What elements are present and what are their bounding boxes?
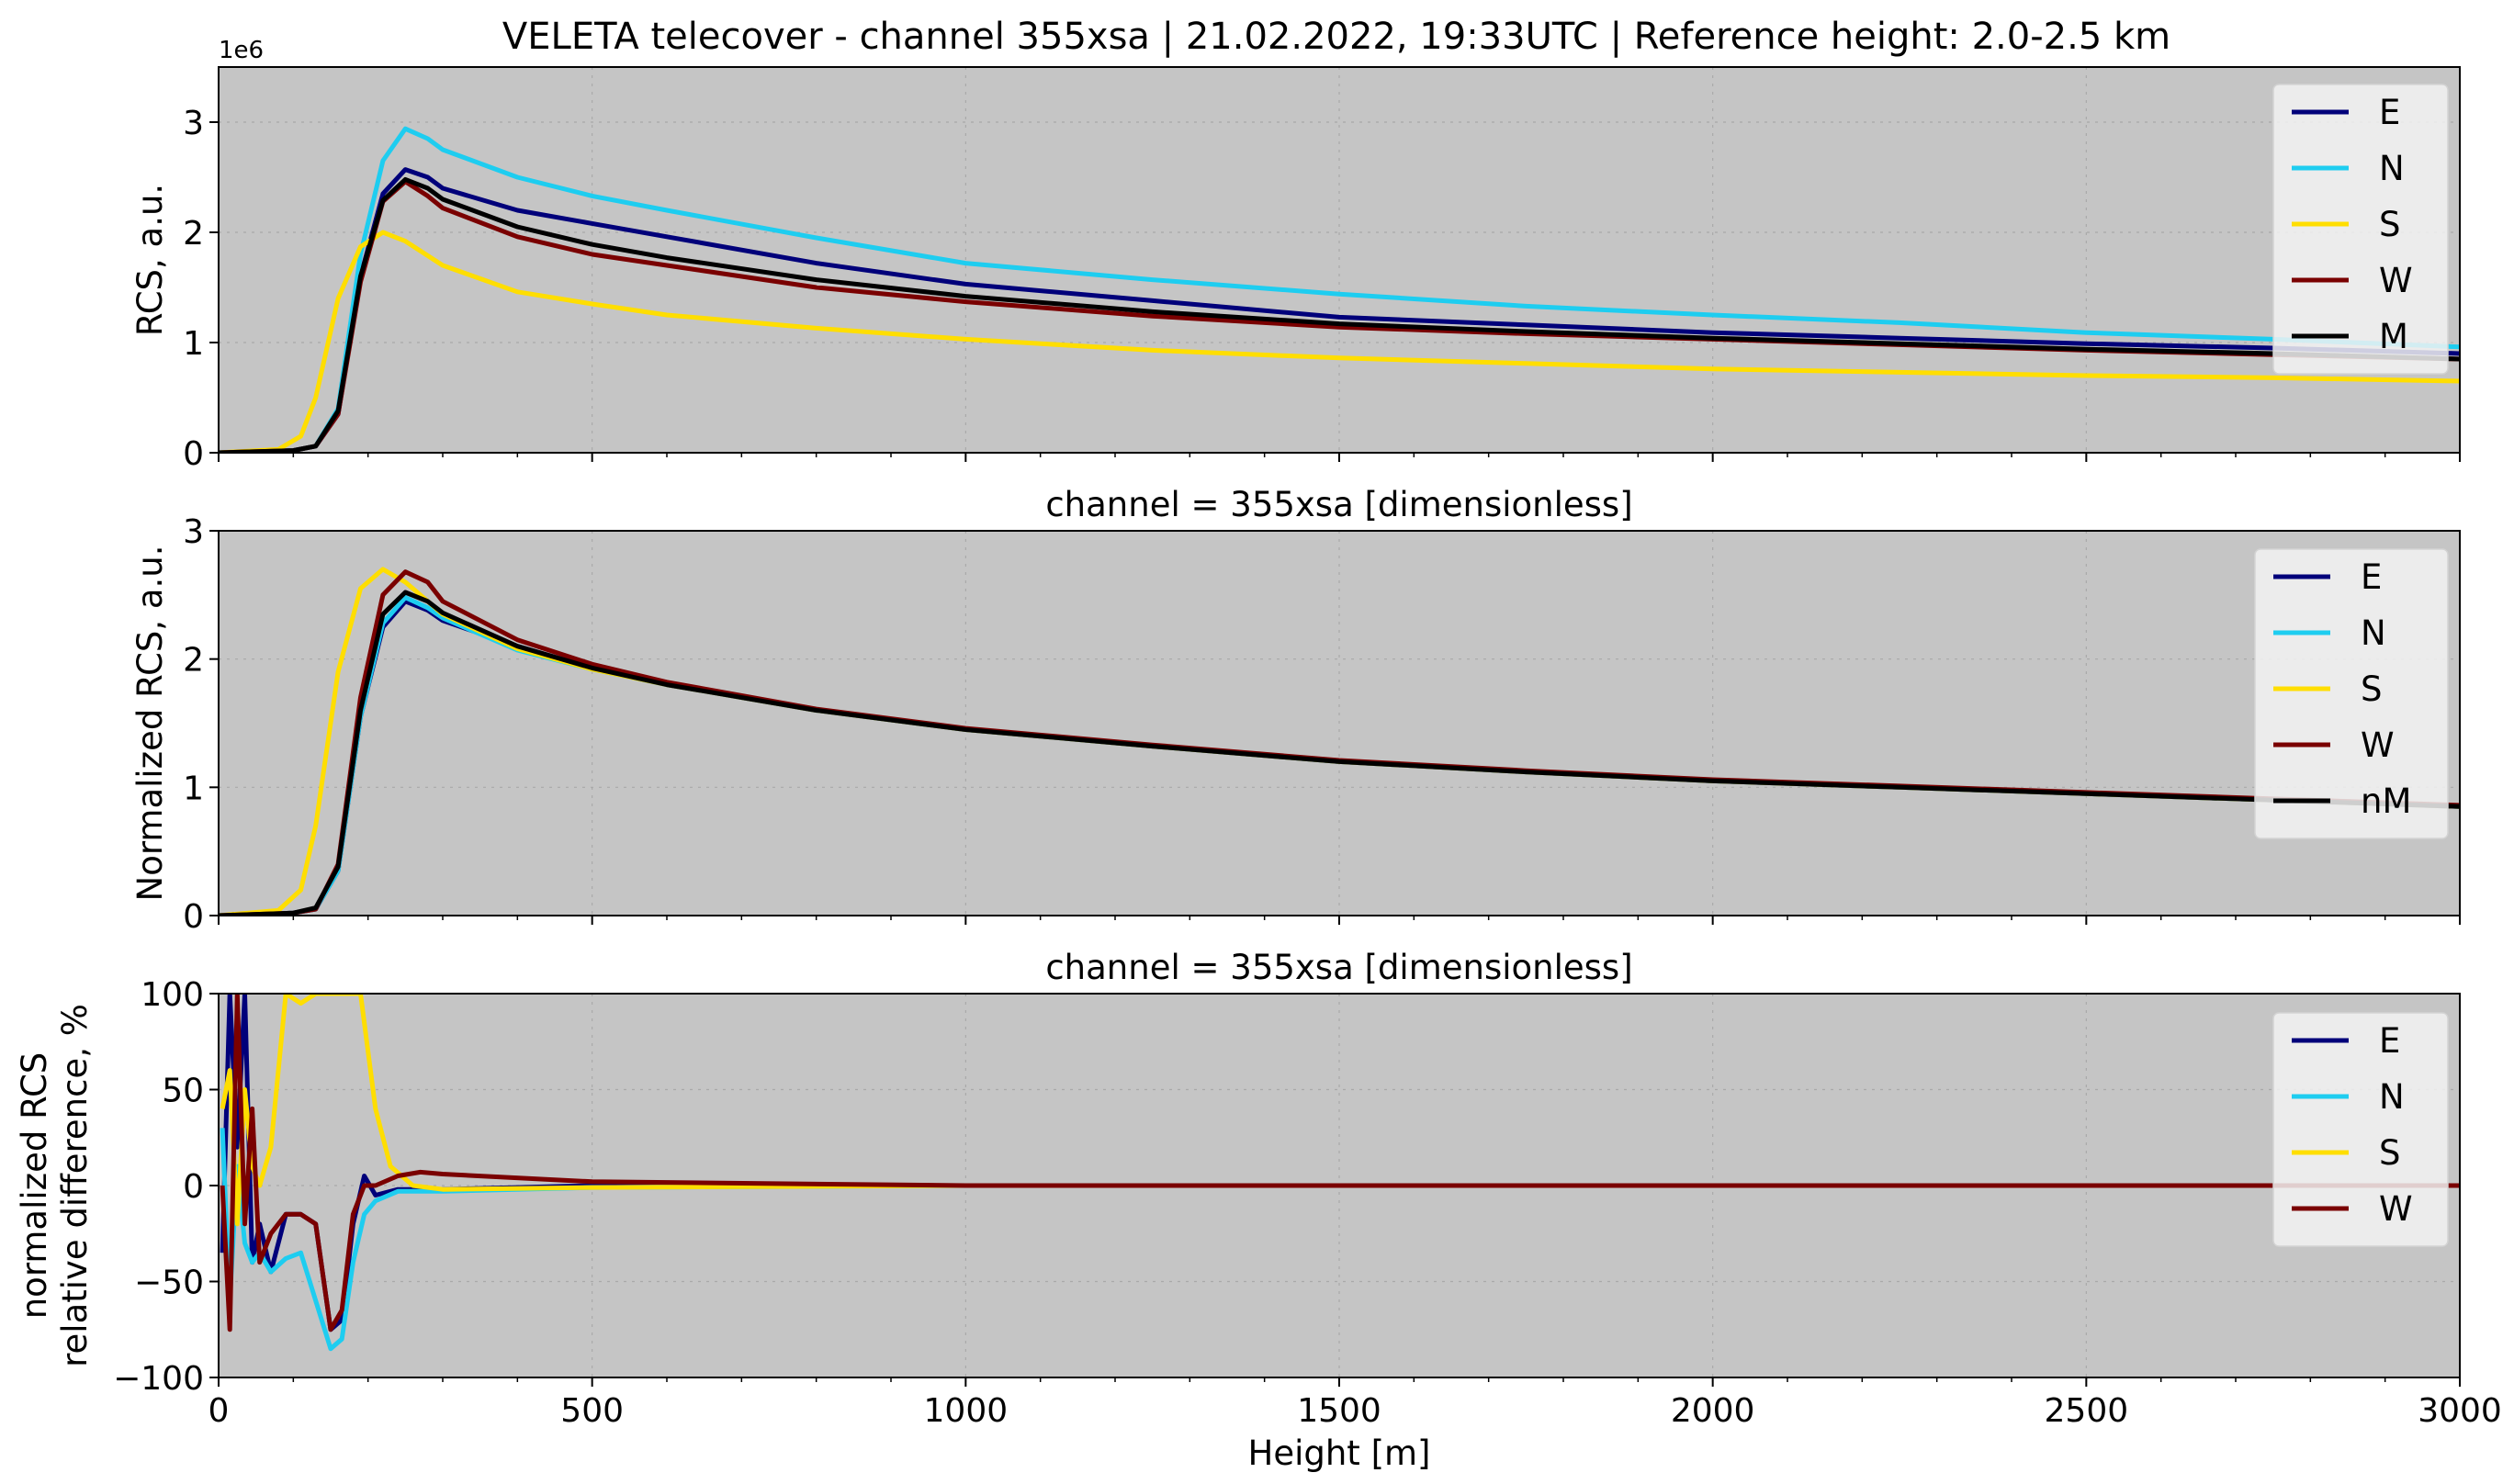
panel-3-y-tick-label: 100 (141, 976, 204, 1014)
panel-3-legend-label-W: W (2379, 1189, 2413, 1229)
panel-1-legend-label-W: W (2379, 261, 2413, 300)
panel-3-series-W (220, 994, 2460, 1332)
figure-title: VELETA telecover - channel 355xsa | 21.0… (502, 16, 2170, 58)
panel-3-y-tick-label: −100 (113, 1360, 204, 1398)
panel-3-legend-label-N: N (2379, 1077, 2405, 1117)
panel-1-legend-box (2272, 84, 2449, 375)
panel-1-y-tick-label: 2 (183, 215, 204, 253)
panel-3-y-tick-label: −50 (134, 1265, 204, 1302)
panel-1-y-offset-text: 1e6 (219, 37, 264, 64)
panel-3-x-tick-label: 2000 (1671, 1392, 1755, 1430)
panel-2-legend-label-S: S (2361, 669, 2383, 709)
panel-1-legend-label-S: S (2379, 205, 2401, 244)
panel-1-series-S (219, 230, 2460, 453)
panel-3-x-tick-label: 3000 (2418, 1392, 2502, 1430)
panel-3-x-tick-label: 1500 (1297, 1392, 1381, 1430)
panel-2-legend-label-E: E (2361, 557, 2382, 597)
panel-3-x-tick-label: 2500 (2045, 1392, 2129, 1430)
panel-2-subtitle: channel = 355xsa [dimensionless] (1045, 485, 1632, 524)
panel-2-y-axis-label: Normalized RCS, a.u. (130, 545, 170, 902)
panel-2: 0 1 2 3 channel = 355xsa [dimensionless] Norm… (130, 485, 2461, 936)
panel-3-legend-label-E: E (2379, 1021, 2400, 1061)
panel-3: 0 500 1000 1500 2000 2500 3000 −100 −50 0 50 100 cha… (15, 948, 2502, 1473)
panel-3-x-tick-label: 0 (209, 1392, 230, 1430)
panel-2-y-tick-label: 0 (183, 898, 204, 936)
panel-3-x-tick-label: 500 (560, 1392, 624, 1430)
panel-1-legend-label-E: E (2379, 93, 2400, 132)
panel-2-series-group (219, 567, 2460, 916)
panel-3-y-axis-label: normalized RCSrelative difference, % (15, 1004, 95, 1367)
panel-2-y-tick-label: 1 (183, 770, 204, 807)
panel-1-y-tick-label: 1 (183, 325, 204, 363)
panel-1-y-tick-label: 0 (183, 435, 204, 473)
panel-1-series-M (219, 176, 2460, 453)
panel-3-subtitle: channel = 355xsa [dimensionless] (1045, 948, 1632, 987)
panel-1-legend-label-M: M (2379, 317, 2408, 356)
panel-2-legend-label-nM: nM (2361, 781, 2411, 821)
panel-3-legend-box (2272, 1012, 2449, 1247)
panel-2-y-tick-label: 3 (183, 513, 204, 551)
panel-2-legend-label-N: N (2361, 613, 2386, 653)
panel-1-series-group (219, 126, 2460, 453)
panel-1-y-axis-label: RCS, a.u. (130, 184, 170, 336)
panel-3-x-tick-label: 1000 (924, 1392, 1009, 1430)
panel-3-y-tick-label: 50 (162, 1073, 204, 1110)
panel-3-x-axis-label: Height [m] (1248, 1433, 1431, 1473)
panel-2-legend-label-W: W (2361, 725, 2395, 765)
panel-1-y-tick-label: 3 (183, 105, 204, 142)
panel-2-legend-box (2254, 548, 2449, 839)
panel-3-series-group (220, 994, 2460, 1352)
panel-2-series-nM (219, 590, 2460, 916)
panel-2-y-tick-label: 2 (183, 642, 204, 680)
panel-3-legend-label-S: S (2379, 1133, 2401, 1173)
panel-1-legend-label-N: N (2379, 149, 2405, 188)
panel-3-y-tick-label: 0 (183, 1168, 204, 1206)
